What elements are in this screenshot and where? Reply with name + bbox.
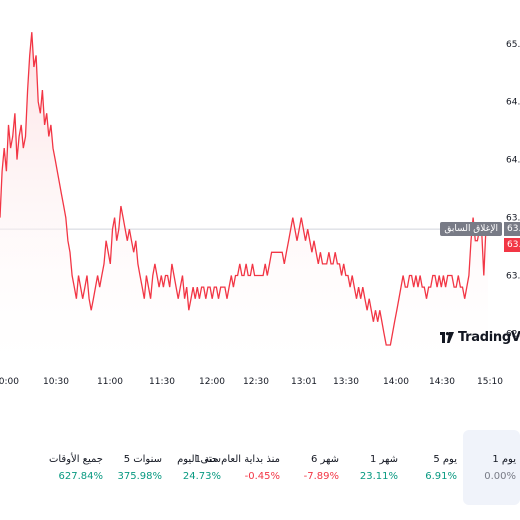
period-tile[interactable]: 5 سنوات 375.98%: [109, 430, 166, 505]
previous-close-price-tag: 63.4: [504, 222, 520, 237]
price-area-fill: [0, 32, 488, 365]
period-change-value: -7.89%: [303, 470, 339, 482]
period-change-value: 375.98%: [117, 470, 163, 482]
price-series-line: [0, 32, 488, 346]
y-axis-tick-label: 64.5: [506, 98, 520, 108]
period-tile[interactable]: 6 شهر -7.89%: [286, 430, 343, 505]
y-axis-tick-label: 63.5: [506, 214, 520, 224]
period-label: 5 يوم: [433, 453, 457, 465]
period-tile[interactable]: 1 سنة 24.73%: [168, 430, 225, 505]
y-axis-tick-label: 62.5: [506, 329, 520, 339]
y-axis-tick-label: 63.0: [506, 271, 520, 281]
period-label: 6 شهر: [310, 453, 339, 465]
chart-canvas[interactable]: 65.0 64.5 64.0 63.5 63.0 62.5 10:00 10:30 11:00 1…: [0, 0, 520, 400]
period-label: منذ بداية العام حتى اليوم: [177, 453, 280, 465]
period-tile[interactable]: منذ بداية العام حتى اليوم -0.45%: [177, 430, 284, 505]
x-axis-tick-label: 11:30: [149, 377, 175, 387]
period-tile[interactable]: جميع الأوقات 627.84%: [48, 430, 107, 505]
performance-periods: 1 يوم 0.00% 5 يوم 6.91% 1 شهر 23.11% 6 شهر -7.8…: [0, 430, 520, 505]
x-axis-tick-label: 13:30: [333, 377, 359, 387]
x-axis-tick-label: 12:30: [243, 377, 269, 387]
period-label: 1 يوم: [492, 453, 516, 465]
period-label: 1 سنة: [194, 453, 221, 465]
y-axis-tick-label: 64.0: [506, 156, 520, 166]
tradingview-logo-icon: [440, 332, 454, 343]
x-axis-tick-label: 13:01: [291, 377, 317, 387]
period-change-value: 24.73%: [182, 470, 221, 482]
x-axis-tick-label: 10:00: [0, 377, 19, 387]
period-change-value: 23.11%: [359, 470, 398, 482]
period-tile[interactable]: 1 يوم 0.00%: [463, 430, 520, 505]
previous-close-label: الإغلاق السابق: [440, 222, 502, 237]
x-axis-tick-label: 14:00: [383, 377, 409, 387]
x-axis-tick-label: 14:30: [429, 377, 455, 387]
period-label: جميع الأوقات: [48, 453, 103, 465]
x-axis-tick-label: 15:10: [477, 377, 503, 387]
tradingview-logo[interactable]: TradingView: [440, 330, 520, 345]
price-chart[interactable]: 65.0 64.5 64.0 63.5 63.0 62.5 10:00 10:30 11:00 1…: [0, 0, 520, 400]
x-axis-tick-label: 12:00: [199, 377, 225, 387]
tradingview-logo-text: TradingView: [458, 330, 520, 345]
period-change-value: 0.00%: [484, 470, 516, 482]
period-tile[interactable]: 5 يوم 6.91%: [404, 430, 461, 505]
x-axis-tick-label: 11:00: [97, 377, 123, 387]
period-tile[interactable]: 1 شهر 23.11%: [345, 430, 402, 505]
period-label: 5 سنوات: [123, 453, 162, 465]
period-change-value: 627.84%: [58, 470, 104, 482]
x-axis-tick-label: 10:30: [43, 377, 69, 387]
period-change-value: 6.91%: [425, 470, 457, 482]
period-label: 1 شهر: [369, 453, 398, 465]
last-price-tag: 63.4: [504, 238, 520, 253]
y-axis-tick-label: 65.0: [506, 40, 520, 50]
period-change-value: -0.45%: [244, 470, 280, 482]
